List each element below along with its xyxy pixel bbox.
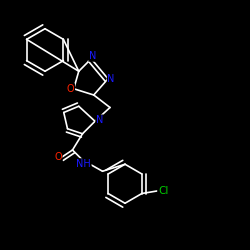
Text: O: O [67, 84, 74, 94]
Text: N: N [96, 115, 103, 125]
Text: Cl: Cl [158, 186, 168, 196]
Text: N: N [89, 51, 96, 61]
Text: N: N [107, 74, 115, 84]
Text: O: O [54, 152, 62, 162]
Text: NH: NH [76, 159, 91, 169]
